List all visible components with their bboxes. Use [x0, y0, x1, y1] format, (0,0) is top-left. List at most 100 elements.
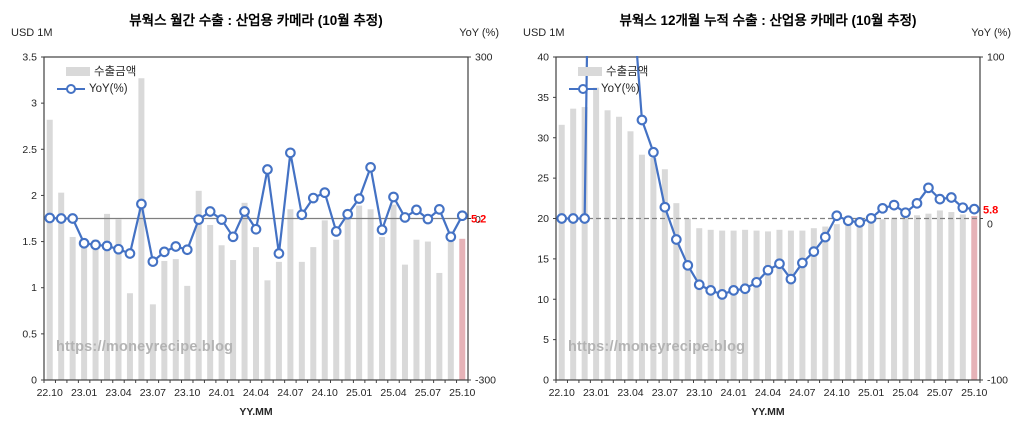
export-amount-bar	[627, 131, 634, 380]
yoy-marker	[968, 203, 980, 215]
yoy-marker	[682, 259, 694, 271]
export-amount-bar	[684, 218, 691, 380]
x-tick-label: 25.04	[380, 387, 406, 399]
export-amount-bar	[765, 231, 771, 380]
x-tick-label: 23.01	[583, 387, 609, 399]
export-amount-bar	[161, 260, 168, 380]
x-tick-label: 23.04	[617, 387, 643, 399]
yoy-marker	[911, 197, 923, 209]
yoy-marker	[877, 202, 888, 214]
yoy-marker	[659, 201, 671, 213]
export-amount-bar	[879, 219, 886, 380]
export-amount-bar	[570, 108, 577, 381]
x-tick-label: 23.07	[140, 387, 166, 399]
export-amount-bar	[184, 285, 191, 380]
export-amount-bar	[413, 239, 420, 380]
export-amount-bar	[936, 210, 943, 380]
cumulative-chart-plot: 22.10 23.01 23.04 23.07 23.10 24.01 24.04 24.07…	[537, 52, 1008, 400]
yoy-marker	[365, 162, 376, 173]
x-tick-label: 24.01	[208, 387, 234, 399]
export-amount-bar	[401, 264, 408, 380]
x-tick-label: 23.01	[71, 387, 97, 399]
yoy-marker	[227, 231, 239, 243]
watermark: https://moneyrecipe.blog	[568, 339, 746, 355]
export-amount-bar	[264, 280, 271, 380]
chart-title: 뷰웍스 월간 수출 : 산업용 카메라 (10월 추정)	[129, 13, 383, 28]
export-amount-bar	[650, 157, 657, 380]
right-axis-tick-label: 300	[475, 52, 493, 64]
export-amount-bar	[604, 110, 611, 381]
right-axis-tick-label: -100	[987, 375, 1008, 387]
export-amount-bar	[253, 247, 259, 380]
left-axis-tick-label: 2	[31, 190, 37, 202]
yoy-marker	[193, 214, 205, 225]
right-axis-tick-label: -300	[475, 375, 496, 387]
monthly-export-chart-panel: 22.10 23.01 23.04 23.07 23.10 24.01 24.04 24.07…	[11, 13, 499, 418]
export-amount-bar	[787, 230, 794, 380]
legend: 수출금액 YoY(%)	[57, 63, 136, 97]
export-amount-bar	[799, 230, 806, 380]
left-axis-tick-label: 20	[537, 213, 549, 225]
export-amount-bar	[241, 202, 248, 380]
export-amount-bar	[310, 247, 317, 380]
x-tick-label: 25.04	[892, 387, 918, 399]
x-tick-label: 24.01	[720, 387, 746, 399]
line-series-swatch	[57, 83, 85, 94]
x-tick-label: 23.10	[686, 387, 712, 399]
yoy-marker	[865, 212, 877, 224]
export-amount-bar	[149, 304, 156, 380]
yoy-marker	[854, 217, 866, 228]
export-amount-bar	[356, 205, 363, 380]
yoy-marker	[934, 193, 946, 205]
bar-series-swatch	[66, 66, 90, 76]
left-axis-tick-label: 10	[537, 294, 549, 306]
x-tick-label: 24.04	[755, 387, 781, 399]
export-amount-bar	[138, 78, 145, 381]
latest-yoy-annotation: 5.8	[983, 205, 998, 217]
right-axis-tick-label: 100	[987, 52, 1005, 64]
yoy-marker	[923, 182, 934, 194]
export-amount-bar	[333, 239, 340, 380]
yoy-marker	[353, 193, 365, 204]
export-amount-bar	[742, 229, 749, 380]
yoy-marker	[751, 276, 762, 288]
legend-line-label: YoY(%)	[601, 83, 640, 95]
yoy-marker	[181, 244, 193, 256]
legend: 수출금액 YoY(%)	[569, 63, 648, 97]
export-amount-bar	[447, 241, 454, 380]
export-amount-bar	[195, 190, 202, 380]
export-amount-bar	[69, 236, 76, 380]
export-amount-bar	[730, 230, 737, 380]
yoy-marker	[434, 203, 445, 215]
yoy-marker	[819, 231, 831, 243]
left-axis-tick-label: 0	[31, 375, 37, 387]
yoy-marker	[388, 191, 399, 203]
marker-ring-icon	[66, 83, 76, 94]
yoy-marker	[693, 279, 705, 291]
yoy-marker	[946, 192, 957, 203]
watermark: https://moneyrecipe.blog	[56, 339, 234, 355]
yoy-marker	[113, 243, 124, 255]
yoy-marker	[411, 204, 422, 216]
yoy-marker	[296, 209, 308, 221]
yoy-marker	[204, 206, 216, 217]
yoy-marker	[670, 234, 682, 245]
yoy-marker	[739, 283, 751, 295]
export-amount-bar	[46, 119, 53, 381]
export-amount-bar	[459, 238, 466, 380]
yoy-marker	[774, 258, 785, 270]
yoy-marker	[445, 231, 457, 243]
legend-row-line: YoY(%)	[57, 81, 136, 97]
export-amount-bar	[661, 169, 668, 380]
left-axis-tick-label: 0.5	[22, 328, 37, 340]
export-amount-bar	[593, 87, 600, 380]
export-amount-bar	[92, 239, 99, 380]
legend-row-bars: 수출금액	[57, 63, 136, 79]
x-axis-title: YY.MM	[239, 406, 273, 418]
yoy-marker	[101, 240, 113, 252]
x-tick-label: 22.10	[37, 387, 63, 399]
yoy-marker	[239, 206, 250, 217]
left-axis-tick-label: 3	[31, 98, 37, 110]
yoy-marker	[216, 214, 227, 225]
yoy-marker	[342, 208, 354, 220]
